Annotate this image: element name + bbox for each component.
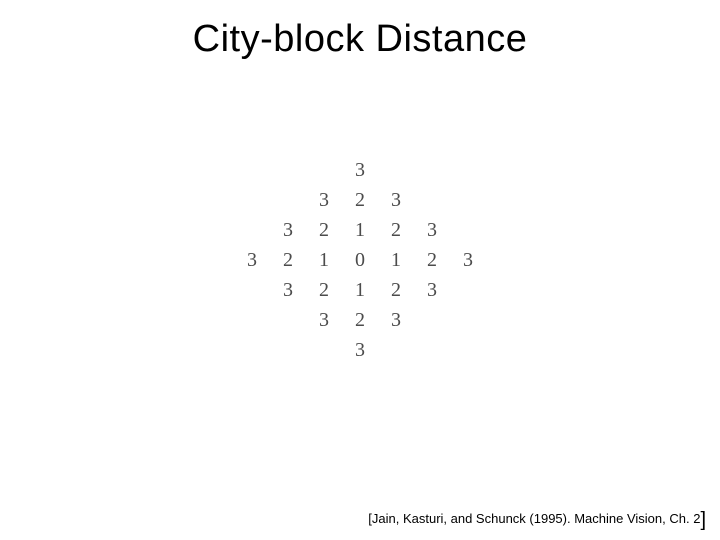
cell: 3: [378, 305, 414, 335]
cell: [234, 305, 270, 335]
cell: 2: [378, 275, 414, 305]
cell: [270, 185, 306, 215]
cell: [270, 305, 306, 335]
cell: 3: [306, 185, 342, 215]
cell: [234, 155, 270, 185]
table-row: 3 2 1 2 3: [234, 275, 486, 305]
cell: 3: [306, 305, 342, 335]
cell: 3: [234, 245, 270, 275]
cell: [414, 335, 450, 365]
table-row: 3 2 3: [234, 185, 486, 215]
cell: 3: [414, 275, 450, 305]
cell: [306, 335, 342, 365]
cell: [450, 305, 486, 335]
cell: [450, 155, 486, 185]
cell: [378, 155, 414, 185]
citation-close-bracket: ]: [700, 509, 706, 531]
table-row: 3 2 3: [234, 305, 486, 335]
cell: 3: [378, 185, 414, 215]
table-row: 3 2 1 0 1 2 3: [234, 245, 486, 275]
cell: [414, 155, 450, 185]
cell: [450, 215, 486, 245]
cell: 1: [306, 245, 342, 275]
cell: [234, 275, 270, 305]
cell: [306, 155, 342, 185]
cell: [234, 185, 270, 215]
citation-text: [Jain, Kasturi, and Schunck (1995). Mach…: [368, 511, 700, 526]
cell: [270, 335, 306, 365]
cell: 1: [342, 215, 378, 245]
distance-grid: 3 3 2 3 3 2 1 2 3: [234, 155, 486, 365]
cell: [450, 335, 486, 365]
cell: 3: [270, 215, 306, 245]
table-row: 3: [234, 155, 486, 185]
cell: [378, 335, 414, 365]
cell: 2: [414, 245, 450, 275]
distance-table: 3 3 2 3 3 2 1 2 3: [234, 155, 486, 365]
cell: 2: [306, 215, 342, 245]
cell: 0: [342, 245, 378, 275]
cell: 1: [342, 275, 378, 305]
cell: 2: [342, 305, 378, 335]
cell: 2: [342, 185, 378, 215]
cell: 3: [450, 245, 486, 275]
cell: [414, 305, 450, 335]
cell: 3: [342, 335, 378, 365]
cell: [450, 185, 486, 215]
cell: [234, 215, 270, 245]
slide: { "title": "City-block Distance", "citat…: [0, 0, 720, 540]
cell: 3: [414, 215, 450, 245]
cell: 1: [378, 245, 414, 275]
table-row: 3 2 1 2 3: [234, 215, 486, 245]
citation: [Jain, Kasturi, and Schunck (1995). Mach…: [368, 511, 706, 526]
cell: 2: [270, 245, 306, 275]
cell: [450, 275, 486, 305]
table-row: 3: [234, 335, 486, 365]
cell: 3: [342, 155, 378, 185]
cell: [414, 185, 450, 215]
cell: 2: [306, 275, 342, 305]
cell: [270, 155, 306, 185]
cell: [234, 335, 270, 365]
cell: 3: [270, 275, 306, 305]
page-title: City-block Distance: [0, 18, 720, 61]
cell: 2: [378, 215, 414, 245]
